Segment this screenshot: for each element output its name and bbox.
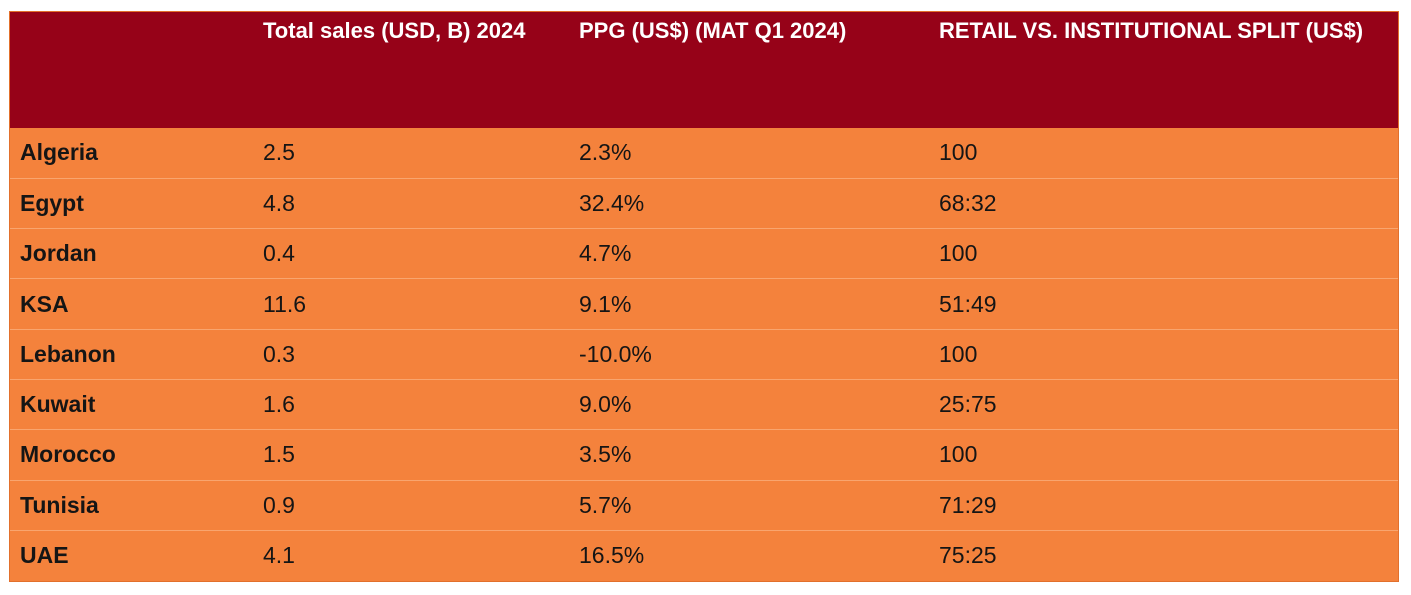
table-row: UAE 4.1 16.5% 75:25 bbox=[10, 530, 1398, 580]
table-row: Tunisia 0.9 5.7% 71:29 bbox=[10, 480, 1398, 530]
ppg-cell: 9.1% bbox=[579, 290, 632, 317]
header-row: Total sales (USD, B) 2024 PPG (US$) (MAT… bbox=[10, 12, 1398, 128]
ppg-cell: 5.7% bbox=[579, 491, 632, 518]
country-cell: Algeria bbox=[20, 139, 98, 166]
split-cell: 100 bbox=[939, 340, 978, 367]
header-ppg: PPG (US$) (MAT Q1 2024) bbox=[579, 18, 847, 43]
total-sales-cell: 0.3 bbox=[263, 340, 295, 367]
total-sales-cell: 2.5 bbox=[263, 139, 295, 166]
header-country bbox=[10, 12, 251, 128]
ppg-cell: 9.0% bbox=[579, 391, 632, 418]
split-cell: 71:29 bbox=[939, 491, 997, 518]
country-cell: Lebanon bbox=[20, 340, 116, 367]
total-sales-cell: 11.6 bbox=[263, 290, 307, 317]
split-cell: 51:49 bbox=[939, 290, 997, 317]
country-cell: Morocco bbox=[20, 441, 116, 468]
header-total-sales: Total sales (USD, B) 2024 bbox=[263, 18, 526, 43]
header-split: RETAIL VS. INSTITUTIONAL SPLIT (US$) bbox=[939, 18, 1364, 43]
split-cell: 100 bbox=[939, 139, 978, 166]
country-cell: KSA bbox=[20, 290, 69, 317]
table-row: Morocco 1.5 3.5% 100 bbox=[10, 429, 1398, 480]
split-cell: 100 bbox=[939, 240, 978, 267]
table-row: KSA 11.6 9.1% 51:49 bbox=[10, 278, 1398, 329]
split-cell: 75:25 bbox=[939, 542, 997, 569]
ppg-cell: 3.5% bbox=[579, 441, 632, 468]
ppg-cell: 32.4% bbox=[579, 189, 645, 216]
table-row: Kuwait 1.6 9.0% 25:75 bbox=[10, 379, 1398, 429]
sales-table: Total sales (USD, B) 2024 PPG (US$) (MAT… bbox=[10, 12, 1398, 581]
total-sales-cell: 1.6 bbox=[263, 391, 295, 418]
table-body: Algeria 2.5 2.3% 100 Egypt 4.8 32.4% 68:… bbox=[10, 128, 1398, 581]
country-cell: Jordan bbox=[20, 240, 97, 267]
ppg-cell: 4.7% bbox=[579, 240, 632, 267]
total-sales-cell: 0.9 bbox=[263, 491, 295, 518]
table-row: Egypt 4.8 32.4% 68:32 bbox=[10, 178, 1398, 228]
total-sales-cell: 0.4 bbox=[263, 240, 295, 267]
ppg-cell: 16.5% bbox=[579, 542, 645, 569]
table-header: Total sales (USD, B) 2024 PPG (US$) (MAT… bbox=[10, 12, 1398, 128]
country-cell: Kuwait bbox=[20, 391, 96, 418]
table-row: Lebanon 0.3 -10.0% 100 bbox=[10, 329, 1398, 379]
sales-table-container: Total sales (USD, B) 2024 PPG (US$) (MAT… bbox=[9, 11, 1399, 582]
ppg-cell: -10.0% bbox=[579, 340, 652, 367]
table-row: Jordan 0.4 4.7% 100 bbox=[10, 228, 1398, 279]
country-cell: UAE bbox=[20, 542, 69, 569]
ppg-cell: 2.3% bbox=[579, 139, 632, 166]
total-sales-cell: 1.5 bbox=[263, 441, 295, 468]
split-cell: 100 bbox=[939, 441, 978, 468]
total-sales-cell: 4.8 bbox=[263, 189, 295, 216]
country-cell: Tunisia bbox=[20, 491, 99, 518]
split-cell: 68:32 bbox=[939, 189, 997, 216]
split-cell: 25:75 bbox=[939, 391, 997, 418]
country-cell: Egypt bbox=[20, 189, 84, 216]
total-sales-cell: 4.1 bbox=[263, 542, 295, 569]
table-row: Algeria 2.5 2.3% 100 bbox=[10, 128, 1398, 178]
